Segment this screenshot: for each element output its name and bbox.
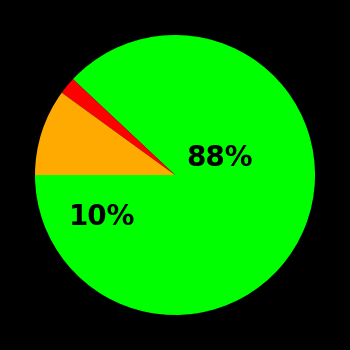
Text: 88%: 88% [187, 144, 253, 172]
Wedge shape [35, 93, 175, 175]
Text: 10%: 10% [69, 203, 135, 231]
Wedge shape [35, 35, 315, 315]
Wedge shape [62, 79, 175, 175]
